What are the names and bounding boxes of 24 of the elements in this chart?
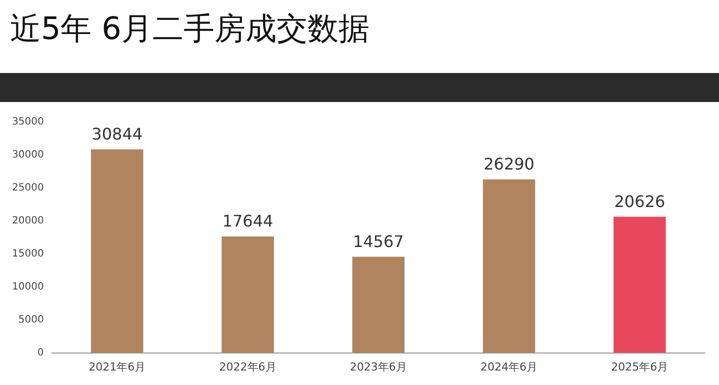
y-tick-label: 35000 [12,116,44,128]
y-tick-label: 10000 [12,281,44,292]
bar [91,149,144,353]
bar [222,236,274,353]
bar [352,256,405,353]
data-label: 30844 [92,124,143,144]
y-tick-label: 30000 [12,150,44,161]
y-tick-label: 20000 [12,216,44,227]
x-tick-label: 2024年6月 [480,360,538,374]
bar [482,179,536,353]
bar [614,216,666,353]
x-tick-label: 2023年6月 [350,360,407,374]
y-tick-label: 5000 [18,314,44,326]
data-label: 20626 [614,192,666,211]
data-label: 14567 [352,232,404,251]
x-tick-label: 2021年6月 [88,360,146,374]
chart-title: 近5年 6月二手房成交数据 [10,10,370,49]
data-label: 26290 [484,154,534,174]
x-tick-label: 2025年6月 [611,360,668,374]
x-tick-label: 2022年6月 [219,360,276,374]
data-label: 17644 [222,212,274,231]
y-tick-label: 0 [37,347,44,358]
y-tick-label: 25000 [12,182,44,194]
y-tick-label: 15000 [12,248,44,260]
